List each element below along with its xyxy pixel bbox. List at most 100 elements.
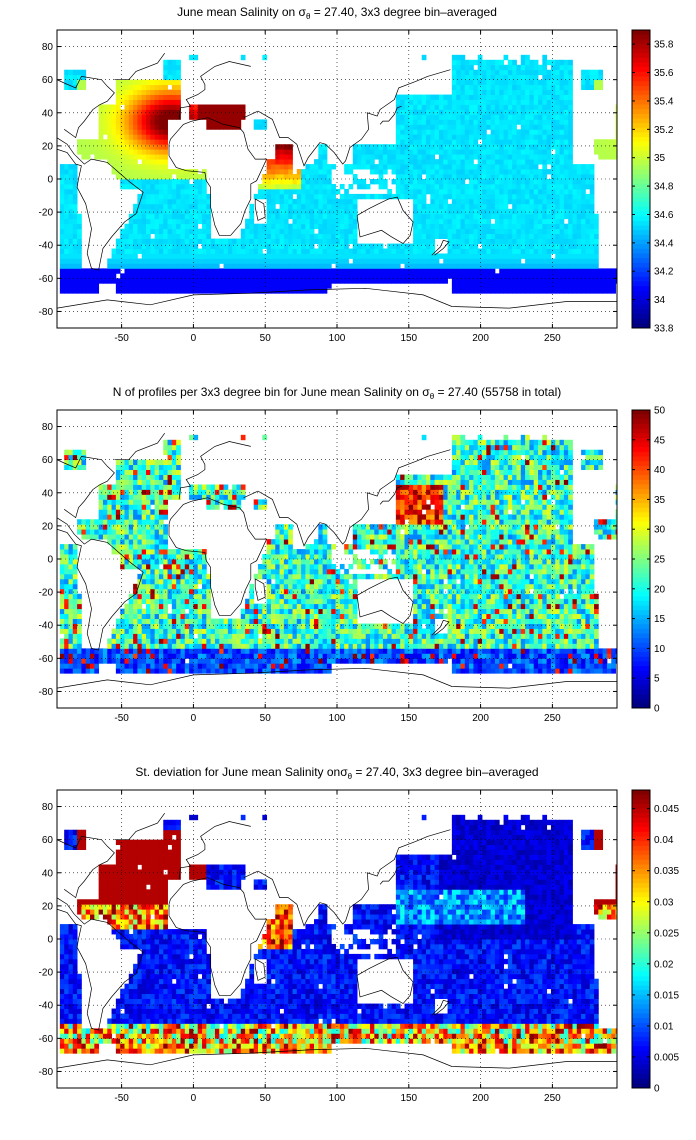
heatmap-cell [348,278,354,284]
heatmap-cell [72,459,78,466]
heatmap-cell [171,643,177,649]
heatmap-cell [413,183,418,190]
heatmap-cell [572,203,578,210]
heatmap-cell [563,283,569,289]
heatmap-cell [417,139,423,145]
heatmap-cell [107,258,112,264]
heatmap-cell [133,583,138,590]
heatmap-cell [615,114,617,120]
heatmap-cell [309,174,315,180]
heatmap-cell [167,474,173,480]
heatmap-cell [585,278,591,284]
heatmap-cell [150,638,156,644]
heatmap-cell [171,623,177,629]
x-tick-label: 100 [329,333,346,344]
heatmap-cell [318,258,324,264]
heatmap-cell [72,248,78,254]
heatmap-cell [115,243,121,249]
heatmap-cell [318,243,324,249]
heatmap-cell [486,89,492,95]
heatmap-cell [417,238,423,244]
heatmap-cell [512,263,517,269]
heatmap-cell [460,248,466,254]
heatmap-cell [318,154,324,160]
heatmap-cell [512,253,517,259]
heatmap-cell [59,228,65,235]
heatmap-cell [430,238,436,244]
heatmap-cell [348,233,354,239]
heatmap-cell [438,144,444,150]
heatmap-cell [542,144,548,150]
heatmap-cell [72,613,78,619]
heatmap-cell [606,268,612,274]
heatmap-cell [464,238,470,244]
heatmap-cell [137,263,143,269]
heatmap-cell [542,74,548,81]
heatmap-cell [167,563,173,570]
heatmap-cell [447,188,453,195]
heatmap-cell [270,268,276,274]
heatmap-cell [309,283,315,289]
heatmap-cell [232,278,237,284]
heatmap-cell [361,144,367,150]
heatmap-cell [158,529,164,535]
heatmap-cell [460,213,466,220]
heatmap-cell [124,544,130,550]
heatmap-cell [477,114,483,120]
heatmap-cell [111,489,117,495]
heatmap-cell [348,213,354,220]
heatmap-cell [59,593,65,600]
heatmap-cell [72,188,78,195]
heatmap-cell [426,243,431,249]
heatmap-cell [382,144,388,150]
heatmap-cell [589,253,595,259]
heatmap-cell [124,243,130,249]
heatmap-cell [460,129,466,135]
heatmap-cell [68,79,74,86]
heatmap-cell [559,218,565,225]
heatmap-cell [102,529,108,535]
heatmap-cell [348,208,354,215]
heatmap-cell [460,174,466,180]
heatmap-cell [529,203,535,210]
heatmap-cell [158,573,164,580]
heatmap-cell [171,494,177,500]
heatmap-cell [128,559,134,565]
heatmap-cell [81,283,87,289]
heatmap-cell [520,144,526,150]
heatmap-cell [512,79,517,86]
heatmap-cell [507,84,513,90]
heatmap-cell [59,233,65,239]
heatmap-cell [417,248,423,254]
heatmap-cell [81,653,87,659]
heatmap-cell [180,248,186,254]
heatmap-cell [542,203,548,210]
heatmap-cell [107,643,112,649]
heatmap-cell [85,524,91,530]
heatmap-cell [456,258,461,264]
heatmap-cell [413,243,418,249]
heatmap-cell [344,198,349,205]
heatmap-cell [456,273,461,279]
heatmap-cell [59,188,65,195]
heatmap-cell [227,283,233,289]
heatmap-cell [158,174,164,180]
heatmap-cell [249,213,255,220]
heatmap-cell [352,273,358,279]
heatmap-cell [158,583,164,590]
heatmap-cell [202,253,207,259]
heatmap-cell [158,524,164,530]
heatmap-cell [133,658,138,664]
heatmap-cell [189,278,194,284]
heatmap-cell [150,539,156,545]
heatmap-cell [542,164,548,170]
heatmap-cell [559,198,565,205]
heatmap-cell [258,268,263,274]
heatmap-cell [576,283,582,289]
heatmap-cell [292,238,298,244]
heatmap-cell [158,218,164,225]
heatmap-cell [572,198,578,205]
heatmap-cell [146,633,151,639]
heatmap-cell [81,144,87,150]
heatmap-cell [314,288,319,294]
